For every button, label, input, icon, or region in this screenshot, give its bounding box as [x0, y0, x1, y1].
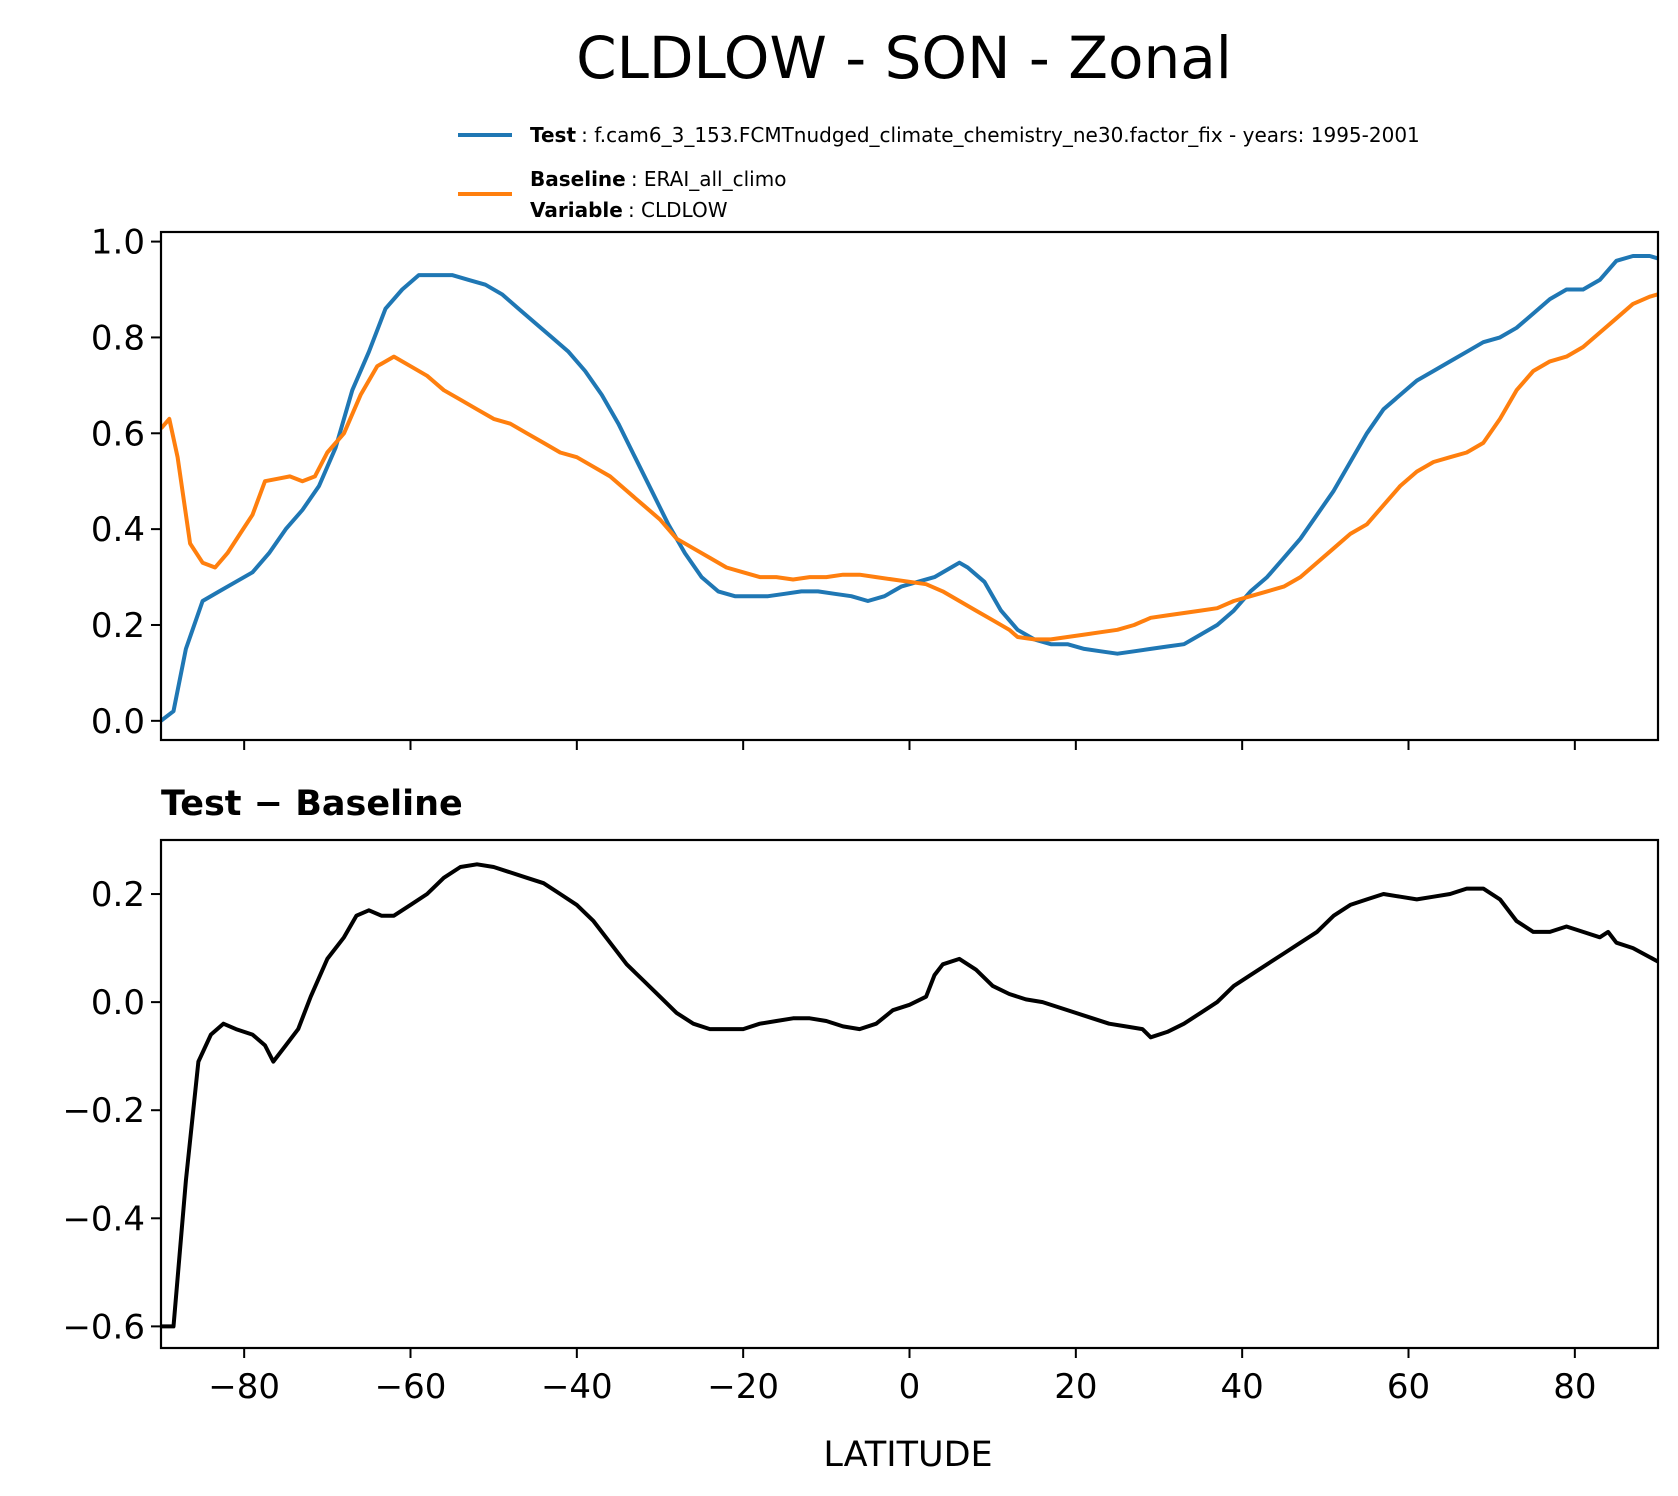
- top-plot-area: 0.0 0.2 0.4 0.6 0.8 1.0: [91, 223, 1660, 750]
- legend: Test : f.cam6_3_153.FCMTnudged_climate_c…: [458, 123, 1420, 222]
- baseline-series-line: [161, 292, 1658, 642]
- y-tick-label: 0.4: [91, 510, 145, 550]
- svg-text:Test : f.cam6_3_153.FCMT: Test : f.cam6_3_153.FCMTnudged_climate_c…: [530, 123, 1420, 147]
- y-tick-label: 0.2: [91, 875, 145, 915]
- y-tick-label: −0.2: [62, 1091, 145, 1131]
- x-tick-label: −40: [541, 1367, 613, 1407]
- legend-text-test: : f.cam6_3_153.FCMTnudged_climate_chemis…: [581, 123, 1420, 147]
- y-tick-label: 0.2: [91, 606, 145, 646]
- x-tick-label: 0: [899, 1367, 921, 1407]
- diff-plot-title: Test − Baseline: [161, 784, 463, 824]
- y-tick-label: −0.4: [62, 1199, 145, 1239]
- x-tick-label: −80: [208, 1367, 280, 1407]
- legend-key-test: Test: [530, 123, 576, 147]
- legend-text-variable: : CLDLOW: [628, 198, 728, 222]
- svg-text:Baseline : ERAI_all_clim: Baseline : ERAI_all_climo: [530, 167, 786, 191]
- x-axis-label: LATITUDE: [823, 1435, 992, 1475]
- x-tick-label: 60: [1387, 1367, 1430, 1407]
- legend-key-baseline: Baseline: [530, 167, 626, 191]
- difference-series-line: [161, 862, 1658, 1329]
- y-tick-label: 0.0: [91, 702, 145, 742]
- x-tick-label: 40: [1221, 1367, 1264, 1407]
- chart-title: CLDLOW - SON - Zonal: [576, 24, 1232, 92]
- legend-key-variable: Variable: [530, 198, 623, 222]
- y-tick-label: 0.8: [91, 318, 145, 358]
- diff-plot-area: −0.6 −0.4 −0.2 0.0 0.2 −80 −60 −40 −20 0 20 40 60 80: [62, 838, 1660, 1407]
- legend-text-baseline: : ERAI_all_climo: [631, 167, 787, 191]
- svg-text:Variable : CLDLOW: Variable : CLDLOW: [530, 198, 728, 222]
- x-tick-label: 80: [1553, 1367, 1596, 1407]
- x-tick-label: −20: [707, 1367, 779, 1407]
- test-series-line: [161, 254, 1658, 723]
- y-tick-label: 0.6: [91, 414, 145, 454]
- x-tick-label: −60: [375, 1367, 447, 1407]
- y-tick-label: 1.0: [91, 223, 145, 263]
- x-tick-label: 20: [1054, 1367, 1097, 1407]
- y-tick-label: 0.0: [91, 983, 145, 1023]
- y-tick-label: −0.6: [62, 1307, 145, 1347]
